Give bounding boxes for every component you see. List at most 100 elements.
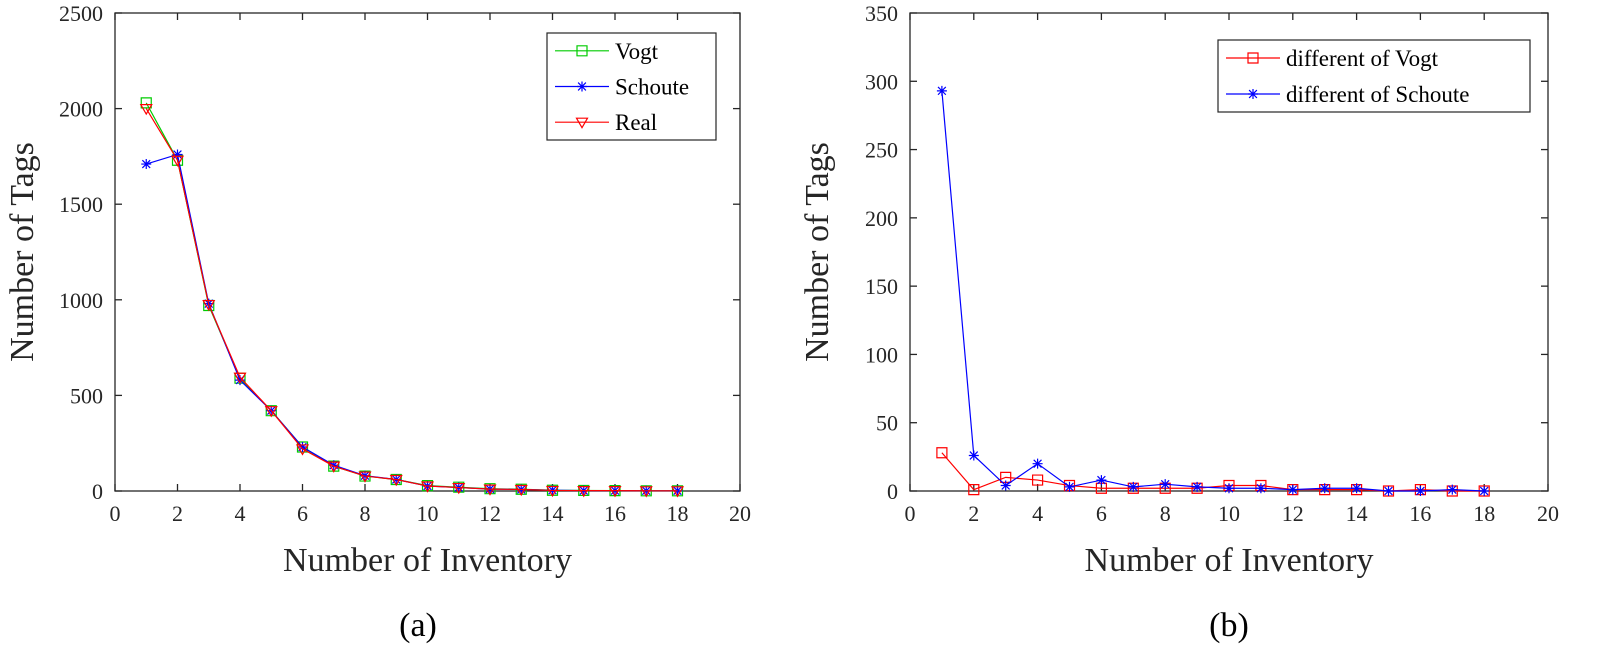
data-point [1032, 474, 1044, 486]
x-tick-label: 0 [110, 501, 121, 526]
x-tick-label: 12 [479, 501, 501, 526]
data-point [328, 460, 340, 472]
data-point [327, 461, 341, 473]
legend-swatch-marker [1247, 52, 1259, 64]
y-tick-label: 150 [865, 274, 898, 299]
y-tick-label: 50 [876, 411, 898, 436]
x-axis-label: Number of Inventory [283, 542, 572, 579]
data-point [545, 485, 560, 498]
panel-caption: (a) [399, 607, 437, 644]
chart-panel-a: 0 2 4 6 8 10 12 14 16 18 20 0 500 1000 1500 2000 2500 Num… [4, 1, 751, 644]
data-point [1351, 484, 1363, 496]
data-point [389, 474, 403, 487]
data-point [171, 154, 184, 166]
legend-swatch-marker [1248, 89, 1258, 99]
data-point [420, 481, 435, 493]
x-tick-label: 4 [235, 501, 246, 526]
data-point [936, 85, 947, 96]
data-point [295, 444, 310, 456]
data-point [483, 484, 497, 496]
data-point [1319, 483, 1330, 494]
legend-swatch-marker [577, 81, 587, 92]
x-tick-label: 18 [1473, 501, 1495, 526]
data-point [1446, 485, 1458, 497]
data-point [936, 447, 948, 459]
data-point [1128, 481, 1139, 492]
legend-entry-label: Real [615, 110, 657, 135]
y-tick-label: 2500 [59, 1, 103, 26]
data-point [514, 484, 528, 497]
data-point [1064, 481, 1075, 492]
x-tick-label: 20 [729, 501, 751, 526]
data-point [609, 485, 621, 497]
data-point [1127, 482, 1139, 494]
x-tick-label: 2 [968, 501, 979, 526]
series-real [139, 104, 685, 498]
data-point [390, 473, 402, 486]
series-line [145, 108, 678, 492]
series-line [145, 102, 678, 492]
data-point [1383, 486, 1394, 496]
data-point [1000, 480, 1011, 491]
x-tick-label: 6 [297, 501, 308, 526]
series-vogt [140, 97, 684, 497]
data-point [233, 372, 247, 384]
data-point [515, 483, 527, 495]
x-tick-label: 10 [1218, 501, 1240, 526]
data-point [1032, 458, 1043, 469]
data-point [202, 299, 216, 312]
data-point [1191, 482, 1203, 494]
data-point [968, 484, 980, 496]
series-line [146, 153, 678, 492]
x-tick-label: 18 [667, 501, 689, 526]
data-point [1287, 484, 1299, 496]
data-point [170, 155, 185, 167]
x-tick-label: 14 [1346, 501, 1368, 526]
series-schoute [141, 149, 683, 496]
y-tick-label: 350 [865, 1, 898, 26]
x-tick-label: 6 [1096, 501, 1107, 526]
data-point [640, 485, 652, 497]
x-tick-label: 2 [172, 501, 183, 526]
data-point [452, 482, 466, 495]
series-different-of-schoute [936, 85, 1490, 496]
data-point [1096, 475, 1107, 486]
x-tick-label: 16 [604, 501, 626, 526]
data-point [608, 486, 622, 498]
y-tick-label: 0 [887, 479, 898, 504]
data-point [453, 481, 465, 493]
data-point [359, 470, 371, 482]
data-point [968, 450, 979, 461]
y-tick-label: 100 [865, 342, 898, 367]
legend-box [1217, 39, 1531, 113]
legend-entry-label: Schoute [615, 75, 689, 100]
data-point [1255, 483, 1266, 494]
y-tick-label: 250 [865, 138, 898, 163]
data-point [1160, 479, 1171, 490]
legend-entry-label: Vogt [615, 39, 659, 64]
y-axis-label: Number of Tags [4, 142, 41, 362]
y-tick-label: 0 [92, 479, 103, 504]
y-tick-label: 1000 [59, 288, 103, 313]
data-point [578, 484, 590, 497]
data-point [1255, 479, 1267, 492]
data-point [264, 406, 278, 418]
y-axis-label: Number of Tags [799, 142, 836, 362]
data-point [546, 484, 559, 496]
data-point [421, 480, 434, 492]
data-point [1479, 486, 1490, 496]
y-tick-label: 2000 [59, 97, 103, 122]
legend-swatch-marker [575, 117, 589, 129]
data-point [1287, 484, 1298, 495]
y-tick-label: 500 [70, 383, 103, 408]
series-line [941, 90, 1485, 492]
data-point [172, 149, 183, 160]
x-axis-label: Number of Inventory [1085, 542, 1374, 579]
data-point [1415, 486, 1426, 496]
data-point [1224, 483, 1234, 494]
data-point [1382, 485, 1395, 497]
series-different-of-vogt [936, 447, 1490, 497]
data-point [1095, 482, 1107, 494]
y-tick-label: 1500 [59, 192, 103, 217]
